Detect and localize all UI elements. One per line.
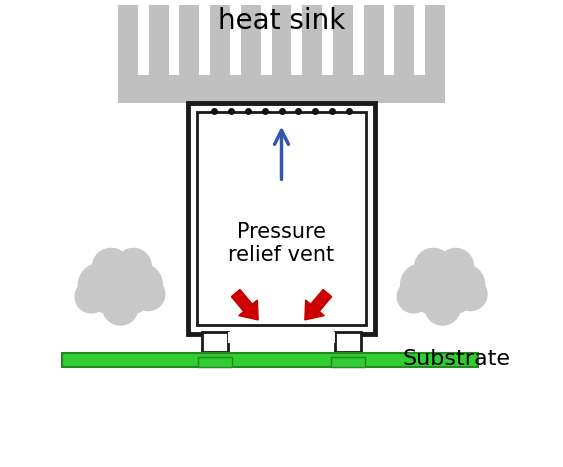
- Circle shape: [438, 248, 473, 284]
- Circle shape: [116, 248, 151, 284]
- Circle shape: [414, 285, 443, 313]
- Circle shape: [443, 285, 471, 313]
- Text: Pressure
relief vent: Pressure relief vent: [229, 222, 334, 265]
- Bar: [228, 332, 335, 343]
- Circle shape: [75, 280, 108, 313]
- Bar: [180, 5, 199, 75]
- Text: Substrate: Substrate: [403, 349, 510, 368]
- Bar: [302, 5, 322, 75]
- Bar: [118, 75, 445, 103]
- Bar: [210, 5, 230, 75]
- Text: heat sink: heat sink: [218, 7, 345, 35]
- Bar: [118, 5, 138, 75]
- Circle shape: [102, 290, 138, 325]
- Bar: [364, 5, 383, 75]
- Bar: [149, 5, 168, 75]
- Circle shape: [397, 280, 430, 313]
- Circle shape: [425, 290, 461, 325]
- Circle shape: [454, 278, 487, 311]
- Circle shape: [120, 285, 149, 313]
- Circle shape: [132, 278, 165, 311]
- Circle shape: [417, 264, 468, 315]
- Bar: [425, 5, 445, 75]
- Bar: [202, 332, 228, 352]
- Bar: [198, 112, 365, 325]
- Bar: [188, 103, 375, 334]
- Circle shape: [95, 264, 146, 315]
- Circle shape: [443, 264, 485, 306]
- Circle shape: [92, 285, 120, 313]
- Polygon shape: [231, 290, 258, 320]
- Bar: [395, 5, 414, 75]
- Circle shape: [78, 264, 120, 306]
- Bar: [62, 353, 477, 367]
- Bar: [332, 357, 365, 367]
- Bar: [241, 5, 261, 75]
- Polygon shape: [305, 290, 332, 320]
- Circle shape: [92, 248, 129, 286]
- Bar: [333, 5, 353, 75]
- Circle shape: [120, 264, 162, 306]
- Bar: [335, 332, 361, 352]
- Circle shape: [414, 248, 452, 286]
- Bar: [198, 357, 231, 367]
- Circle shape: [401, 264, 443, 306]
- Bar: [271, 5, 292, 75]
